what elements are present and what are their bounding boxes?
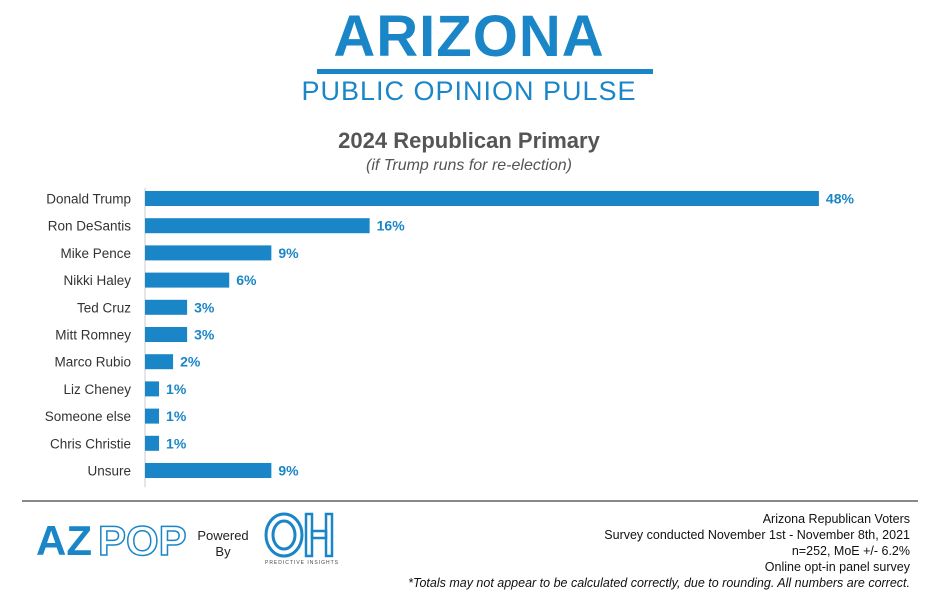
- brand-title: ARIZONA: [333, 4, 605, 69]
- notes-line-4: Online opt-in panel survey: [764, 560, 910, 574]
- chart-title: 2024 Republican Primary: [338, 128, 600, 153]
- powered-by-label: Powered By: [192, 528, 254, 560]
- bar: [145, 354, 174, 370]
- powered-label: Powered: [197, 528, 249, 543]
- category-label: Liz Cheney: [63, 382, 131, 397]
- bar: [145, 191, 819, 206]
- by-label: By: [215, 544, 231, 559]
- brand-divider: [317, 69, 653, 74]
- notes-line-1: Arizona Republican Voters: [762, 512, 910, 526]
- value-label: 9%: [278, 245, 299, 261]
- bar: [145, 218, 370, 234]
- chart-subtitle: (if Trump runs for re-election): [366, 157, 572, 174]
- bar: [145, 327, 188, 342]
- value-label: 9%: [278, 463, 299, 479]
- category-label: Mike Pence: [60, 246, 131, 261]
- value-label: 2%: [180, 354, 201, 370]
- category-label: Unsure: [87, 464, 131, 479]
- bar: [145, 299, 188, 315]
- oh-logo: [264, 512, 334, 558]
- value-label: 1%: [166, 435, 187, 451]
- category-label: Chris Christie: [50, 436, 131, 451]
- footnote: *Totals may not appear to be calculated …: [408, 576, 910, 590]
- azpop-logo: AZ POP: [36, 518, 186, 560]
- category-label: Marco Rubio: [54, 355, 131, 370]
- category-label: Mitt Romney: [55, 328, 131, 343]
- svg-text:AZ: AZ: [36, 518, 92, 560]
- category-label: Nikki Haley: [63, 273, 131, 288]
- bar: [145, 245, 272, 261]
- bar-chart: Donald Trump 48% Ron DeSantis 16% Mike Pence…: [45, 188, 855, 488]
- value-label: 16%: [377, 218, 406, 234]
- bar: [145, 463, 272, 478]
- bar: [145, 381, 160, 397]
- value-label: 1%: [166, 408, 187, 424]
- category-label: Donald Trump: [46, 192, 131, 207]
- value-label: 48%: [826, 191, 855, 207]
- brand-subtitle: PUBLIC OPINION PULSE: [301, 76, 637, 106]
- svg-text:POP: POP: [98, 518, 186, 560]
- bar: [145, 272, 230, 288]
- category-label: Someone else: [45, 409, 131, 424]
- footer-divider: [22, 500, 918, 502]
- notes-line-2: Survey conducted November 1st - November…: [604, 528, 910, 542]
- notes-line-3: n=252, MoE +/- 6.2%: [791, 544, 910, 558]
- value-label: 3%: [194, 327, 215, 343]
- partner-name: PREDICTIVE INSIGHTS: [264, 560, 339, 566]
- survey-notes: Arizona Republican Voters Survey conduct…: [408, 511, 910, 591]
- category-label: Ted Cruz: [77, 300, 131, 315]
- bar: [145, 408, 160, 424]
- value-label: 6%: [236, 272, 257, 288]
- bar: [145, 435, 160, 451]
- value-label: 1%: [166, 381, 187, 397]
- value-label: 3%: [194, 299, 215, 315]
- category-label: Ron DeSantis: [48, 219, 132, 234]
